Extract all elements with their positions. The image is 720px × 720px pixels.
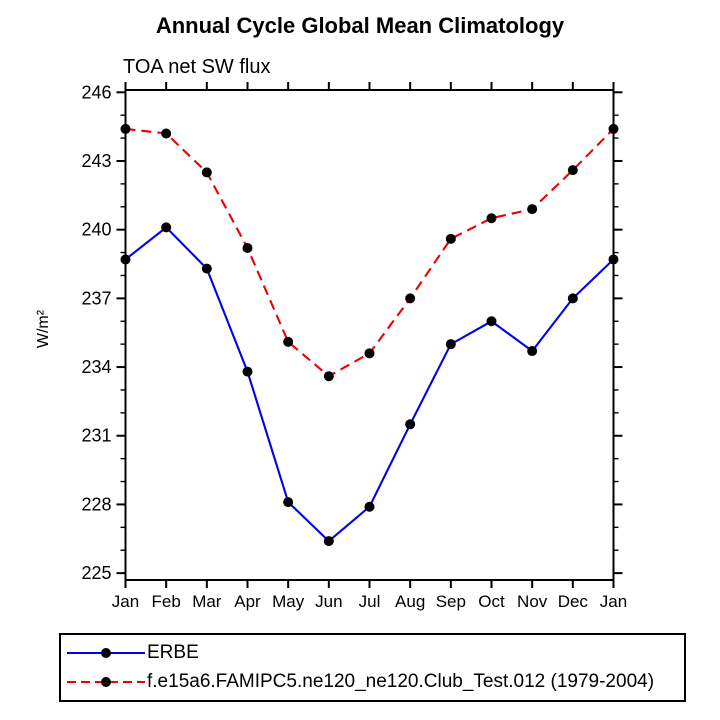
- svg-text:231: 231: [81, 426, 111, 446]
- svg-text:234: 234: [81, 357, 111, 377]
- svg-text:May: May: [272, 592, 305, 611]
- svg-text:225: 225: [81, 563, 111, 583]
- legend: ERBE f.e15a6.FAMIPC5.ne120_ne120.Club_Te…: [59, 633, 686, 702]
- svg-text:Feb: Feb: [152, 592, 181, 611]
- svg-text:Nov: Nov: [517, 592, 548, 611]
- legend-label-model: f.e15a6.FAMIPC5.ne120_ne120.Club_Test.01…: [147, 671, 655, 692]
- svg-text:246: 246: [81, 82, 111, 102]
- svg-text:Aug: Aug: [395, 592, 425, 611]
- svg-text:Dec: Dec: [558, 592, 589, 611]
- svg-text:Oct: Oct: [478, 592, 505, 611]
- svg-text:243: 243: [81, 151, 111, 171]
- legend-line-sample-model: [67, 677, 145, 687]
- legend-label-erbe: ERBE: [147, 642, 199, 663]
- chart-subtitle: TOA net SW flux: [123, 56, 271, 78]
- svg-text:Apr: Apr: [234, 592, 261, 611]
- chart-title: Annual Cycle Global Mean Climatology: [155, 13, 565, 38]
- svg-text:Sep: Sep: [436, 592, 466, 611]
- svg-text:228: 228: [81, 494, 111, 514]
- legend-line-sample-erbe: [67, 648, 145, 658]
- svg-text:240: 240: [81, 220, 111, 240]
- svg-text:237: 237: [81, 288, 111, 308]
- svg-text:Jun: Jun: [315, 592, 342, 611]
- legend-item-erbe: ERBE: [65, 642, 684, 664]
- svg-text:Mar: Mar: [192, 592, 222, 611]
- svg-text:Jul: Jul: [359, 592, 381, 611]
- svg-text:Jan: Jan: [112, 592, 139, 611]
- svg-text:Jan: Jan: [600, 592, 627, 611]
- legend-item-model: f.e15a6.FAMIPC5.ne120_ne120.Club_Test.01…: [65, 671, 684, 693]
